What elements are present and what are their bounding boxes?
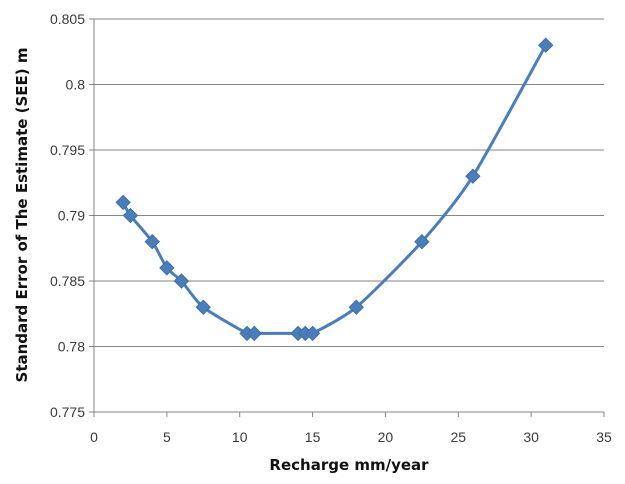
y-tick-labels: 0.775 0.78 0.785 0.79 0.795 0.8 0.805 bbox=[50, 11, 85, 420]
x-tick-label: 30 bbox=[523, 429, 539, 445]
data-point-marker bbox=[173, 273, 190, 289]
series-line bbox=[121, 44, 548, 337]
x-tick-label: 0 bbox=[90, 429, 98, 445]
y-axis-title: Standard Error of The Estimate (SEE) m bbox=[13, 48, 31, 383]
y-tick-label: 0.805 bbox=[50, 11, 85, 27]
axes bbox=[89, 18, 605, 417]
x-tick-label: 25 bbox=[450, 429, 466, 445]
x-axis-title: Recharge mm/year bbox=[269, 456, 429, 474]
y-tick-label: 0.79 bbox=[58, 208, 85, 224]
data-point-marker bbox=[348, 299, 364, 315]
y-tick-label: 0.785 bbox=[50, 273, 85, 289]
data-point-marker bbox=[538, 37, 554, 53]
y-tick-label: 0.8 bbox=[66, 77, 86, 93]
data-point-marker bbox=[195, 299, 211, 315]
data-point-marker bbox=[144, 233, 160, 250]
x-tick-label: 35 bbox=[596, 429, 612, 445]
x-tick-label: 10 bbox=[232, 429, 248, 445]
grid-lines bbox=[94, 18, 604, 347]
data-point-marker bbox=[246, 325, 262, 342]
data-point-marker bbox=[414, 233, 430, 250]
data-point-marker bbox=[304, 325, 321, 342]
x-tick-labels: 0 5 10 15 20 25 30 35 bbox=[90, 429, 612, 445]
x-tick-label: 15 bbox=[305, 429, 321, 445]
data-point-marker bbox=[115, 194, 131, 211]
y-tick-label: 0.78 bbox=[58, 339, 85, 355]
data-point-marker bbox=[159, 260, 175, 276]
data-markers bbox=[115, 37, 554, 342]
y-tick-label: 0.775 bbox=[50, 404, 85, 420]
data-point-marker bbox=[122, 207, 139, 224]
data-point-marker bbox=[465, 168, 481, 184]
y-tick-label: 0.795 bbox=[50, 142, 85, 158]
x-tick-label: 20 bbox=[378, 429, 394, 445]
x-tick-label: 5 bbox=[163, 429, 171, 445]
